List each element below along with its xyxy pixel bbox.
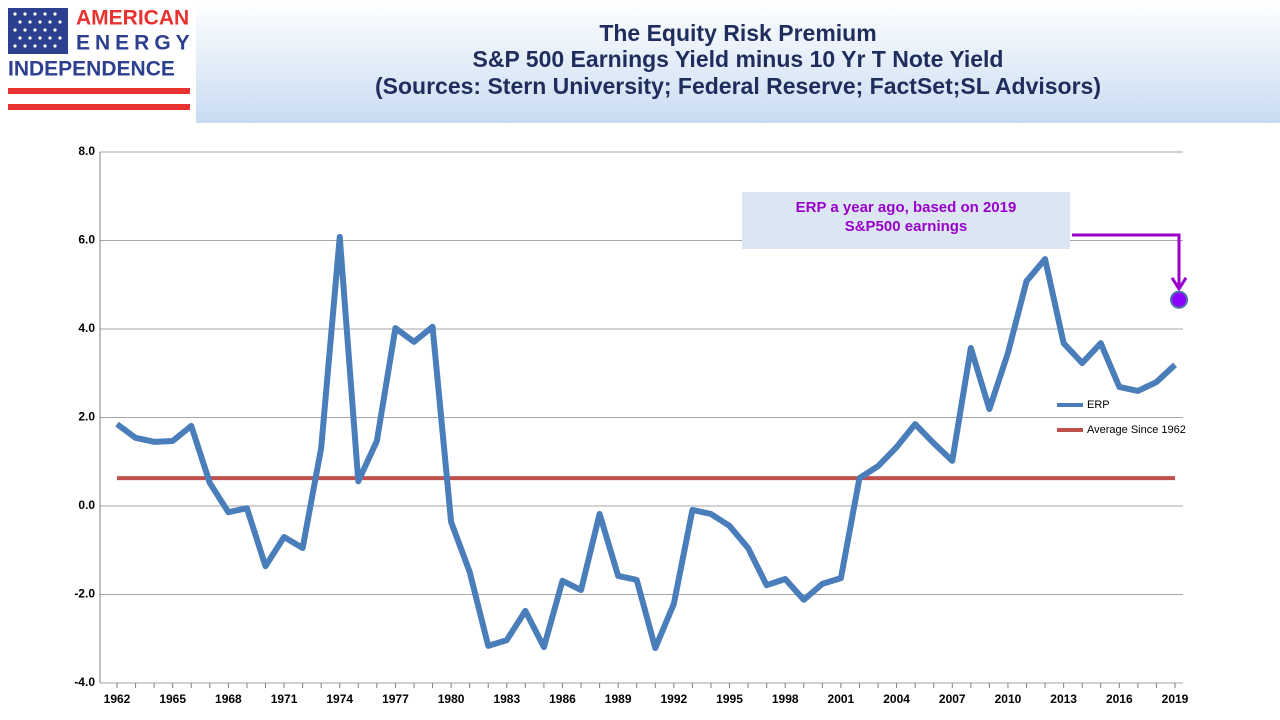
y-tick-label: 4.0 (78, 321, 95, 335)
x-tick-label: 1977 (382, 692, 409, 706)
annotation-text: S&P500 earnings (845, 218, 968, 235)
y-tick-label: -2.0 (74, 587, 95, 601)
x-tick-label: 1980 (438, 692, 465, 706)
x-tick-label: 1992 (660, 692, 687, 706)
x-tick-label: 2019 (1162, 692, 1189, 706)
logo-stars (13, 12, 62, 48)
y-tick-label: 0.0 (78, 498, 95, 512)
logo-flag (8, 8, 68, 54)
chart-title: The Equity Risk Premium (599, 20, 876, 46)
annotation-box (742, 192, 1070, 249)
annotation-text: ERP a year ago, based on 2019 (796, 199, 1017, 216)
x-tick-label: 1962 (104, 692, 131, 706)
logo-text: AMERICAN (76, 7, 189, 30)
x-tick-label: 1989 (605, 692, 632, 706)
x-tick-label: 2013 (1050, 692, 1077, 706)
logo-text: INDEPENDENCE (8, 58, 175, 81)
x-tick-label: 1983 (493, 692, 520, 706)
y-tick-label: 8.0 (78, 144, 95, 158)
legend-label: ERP (1087, 399, 1110, 411)
annotation-arrowhead (1170, 276, 1188, 292)
x-tick-label: 2007 (939, 692, 966, 706)
x-tick-label: 2010 (995, 692, 1022, 706)
y-tick-label: 6.0 (78, 233, 95, 247)
x-tick-label: 2016 (1106, 692, 1133, 706)
x-tick-label: 2001 (828, 692, 855, 706)
chart-sources: (Sources: Stern University; Federal Rese… (375, 73, 1101, 99)
x-tick-label: 1965 (159, 692, 186, 706)
x-tick-label: 1995 (716, 692, 743, 706)
header-band (0, 0, 1280, 123)
x-tick-label: 2004 (883, 692, 910, 706)
legend-label: Average Since 1962 (1087, 424, 1186, 436)
logo-stripe (8, 104, 190, 110)
y-tick-label: -4.0 (74, 675, 95, 689)
x-tick-label: 1968 (215, 692, 242, 706)
y-tick-label: 2.0 (78, 410, 95, 424)
highlight-point (1170, 290, 1188, 309)
x-tick-label: 1998 (772, 692, 799, 706)
x-tick-label: 1971 (271, 692, 298, 706)
series-line (115, 233, 1178, 652)
x-tick-label: 1974 (326, 692, 353, 706)
annotation-arrow (1072, 233, 1181, 286)
logo-stripe (8, 88, 190, 94)
logo-text: ENERGY (76, 32, 195, 55)
chart-subtitle: S&P 500 Earnings Yield minus 10 Yr T Not… (473, 46, 1004, 72)
x-tick-label: 1986 (549, 692, 576, 706)
